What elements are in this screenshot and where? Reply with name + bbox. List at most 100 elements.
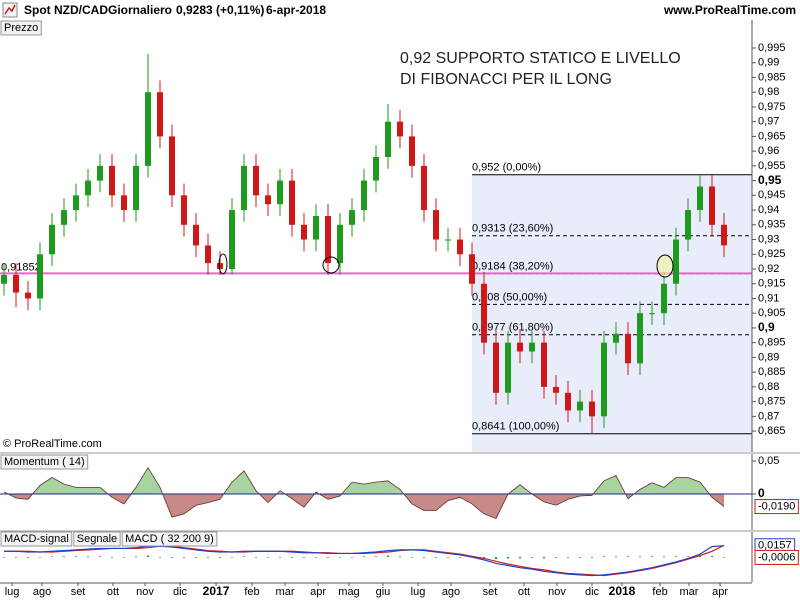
panel-title-text: MACD-signal [4, 533, 69, 545]
candle-body [240, 165, 247, 211]
histogram-bar [170, 557, 173, 558]
candle [661, 271, 668, 325]
candle [709, 174, 716, 237]
candle [457, 227, 464, 267]
candle [685, 198, 692, 252]
candle [180, 183, 187, 237]
candle-body [445, 239, 452, 241]
histogram-bar [651, 556, 654, 557]
histogram-bar [326, 557, 329, 558]
histogram-bar [711, 555, 714, 557]
histogram-bar [134, 556, 137, 557]
histogram-bar [2, 557, 5, 558]
candle-body [192, 224, 199, 246]
candle [168, 124, 175, 208]
y-tick-label: 0,965 [758, 130, 786, 142]
x-tick-label: lug [411, 586, 426, 598]
candle-body [168, 136, 175, 196]
candle-body [132, 165, 139, 211]
x-tick-label: nov [136, 586, 154, 598]
histogram-bar [146, 555, 149, 557]
x-tick-label: mar [276, 586, 295, 598]
candle [625, 322, 632, 376]
candle-body [36, 254, 43, 299]
candle-body [144, 92, 151, 166]
candle-body [637, 313, 644, 364]
candle [541, 330, 548, 399]
fibonacci-label: 0,908 (50,00%) [472, 291, 547, 303]
candle-body [421, 165, 428, 211]
histogram-bar [507, 557, 510, 559]
candle [529, 330, 536, 364]
candle-body [0, 274, 7, 284]
histogram-bar [375, 556, 377, 557]
candle-body [625, 333, 632, 364]
candle-body [409, 136, 416, 166]
x-tick-label: apr [310, 586, 326, 598]
histogram-bar [314, 557, 317, 558]
candle [0, 263, 7, 296]
macd-line [3, 545, 725, 577]
candle-body [433, 210, 440, 240]
candle-body [469, 254, 476, 284]
candle [192, 213, 199, 258]
histogram-bar [74, 556, 77, 557]
panel-title: Segnale [73, 531, 121, 547]
y-tick-label: 0,885 [758, 366, 786, 378]
histogram-bar [110, 557, 113, 558]
fibonacci-zone [472, 174, 752, 453]
candle-body [348, 210, 355, 225]
y-tick-label: 0,93 [758, 233, 779, 245]
y-tick-label: 0,905 [758, 307, 786, 319]
last-price: 0,9283 (+0,11%) [176, 3, 264, 17]
x-tick-label: lug [5, 586, 20, 598]
candle [12, 263, 19, 308]
y-tick-label: 0,95 [758, 173, 782, 187]
y-tick-label: 0,05 [758, 455, 779, 467]
histogram-bar [26, 557, 29, 558]
candle-body [324, 215, 331, 264]
candle [601, 330, 608, 429]
histogram-bar [519, 557, 522, 559]
candle [288, 168, 295, 237]
candle-body [276, 180, 283, 205]
histogram-bar [38, 557, 41, 558]
highlight-circle [656, 254, 674, 278]
candle [324, 204, 331, 275]
candle [397, 109, 404, 149]
candle [433, 198, 440, 252]
candle-body [96, 165, 103, 181]
panel-title-text: MACD ( 32 200 9) [125, 533, 214, 545]
y-tick-label: 0,945 [758, 189, 786, 201]
y-tick-label: 0,865 [758, 425, 786, 437]
y-tick-label: 0,9 [758, 320, 775, 334]
candle-body [108, 165, 115, 196]
overlay [218, 253, 674, 278]
title-box [73, 531, 121, 547]
histogram-bar [435, 557, 438, 558]
histogram-bar [194, 557, 197, 558]
last-value-label: -0,0190 [758, 500, 795, 512]
candle-body [721, 224, 728, 246]
histogram-bar [459, 557, 462, 558]
candle-body [589, 401, 596, 417]
candle-body [481, 283, 488, 343]
candle-body [360, 180, 367, 211]
histogram-bar [206, 557, 209, 558]
y-tick-label: 0,92 [758, 263, 779, 275]
fibonacci-label: 0,9313 (23,60%) [472, 223, 553, 235]
histogram-bar [639, 556, 642, 557]
x-tick-label: 2018 [609, 584, 636, 598]
title-box [0, 531, 73, 547]
momentum-area-positive [3, 467, 710, 495]
histogram-bar [290, 557, 293, 558]
candle [565, 380, 572, 423]
panel-title: Momentum ( 14) [0, 454, 89, 470]
candle-body [601, 342, 608, 417]
candle-body [180, 195, 187, 225]
histogram-bar [495, 557, 498, 560]
candle-body [228, 210, 235, 270]
histogram-bar [567, 557, 570, 558]
support-label: 0,91852 [1, 261, 41, 273]
candle-body [529, 342, 536, 352]
